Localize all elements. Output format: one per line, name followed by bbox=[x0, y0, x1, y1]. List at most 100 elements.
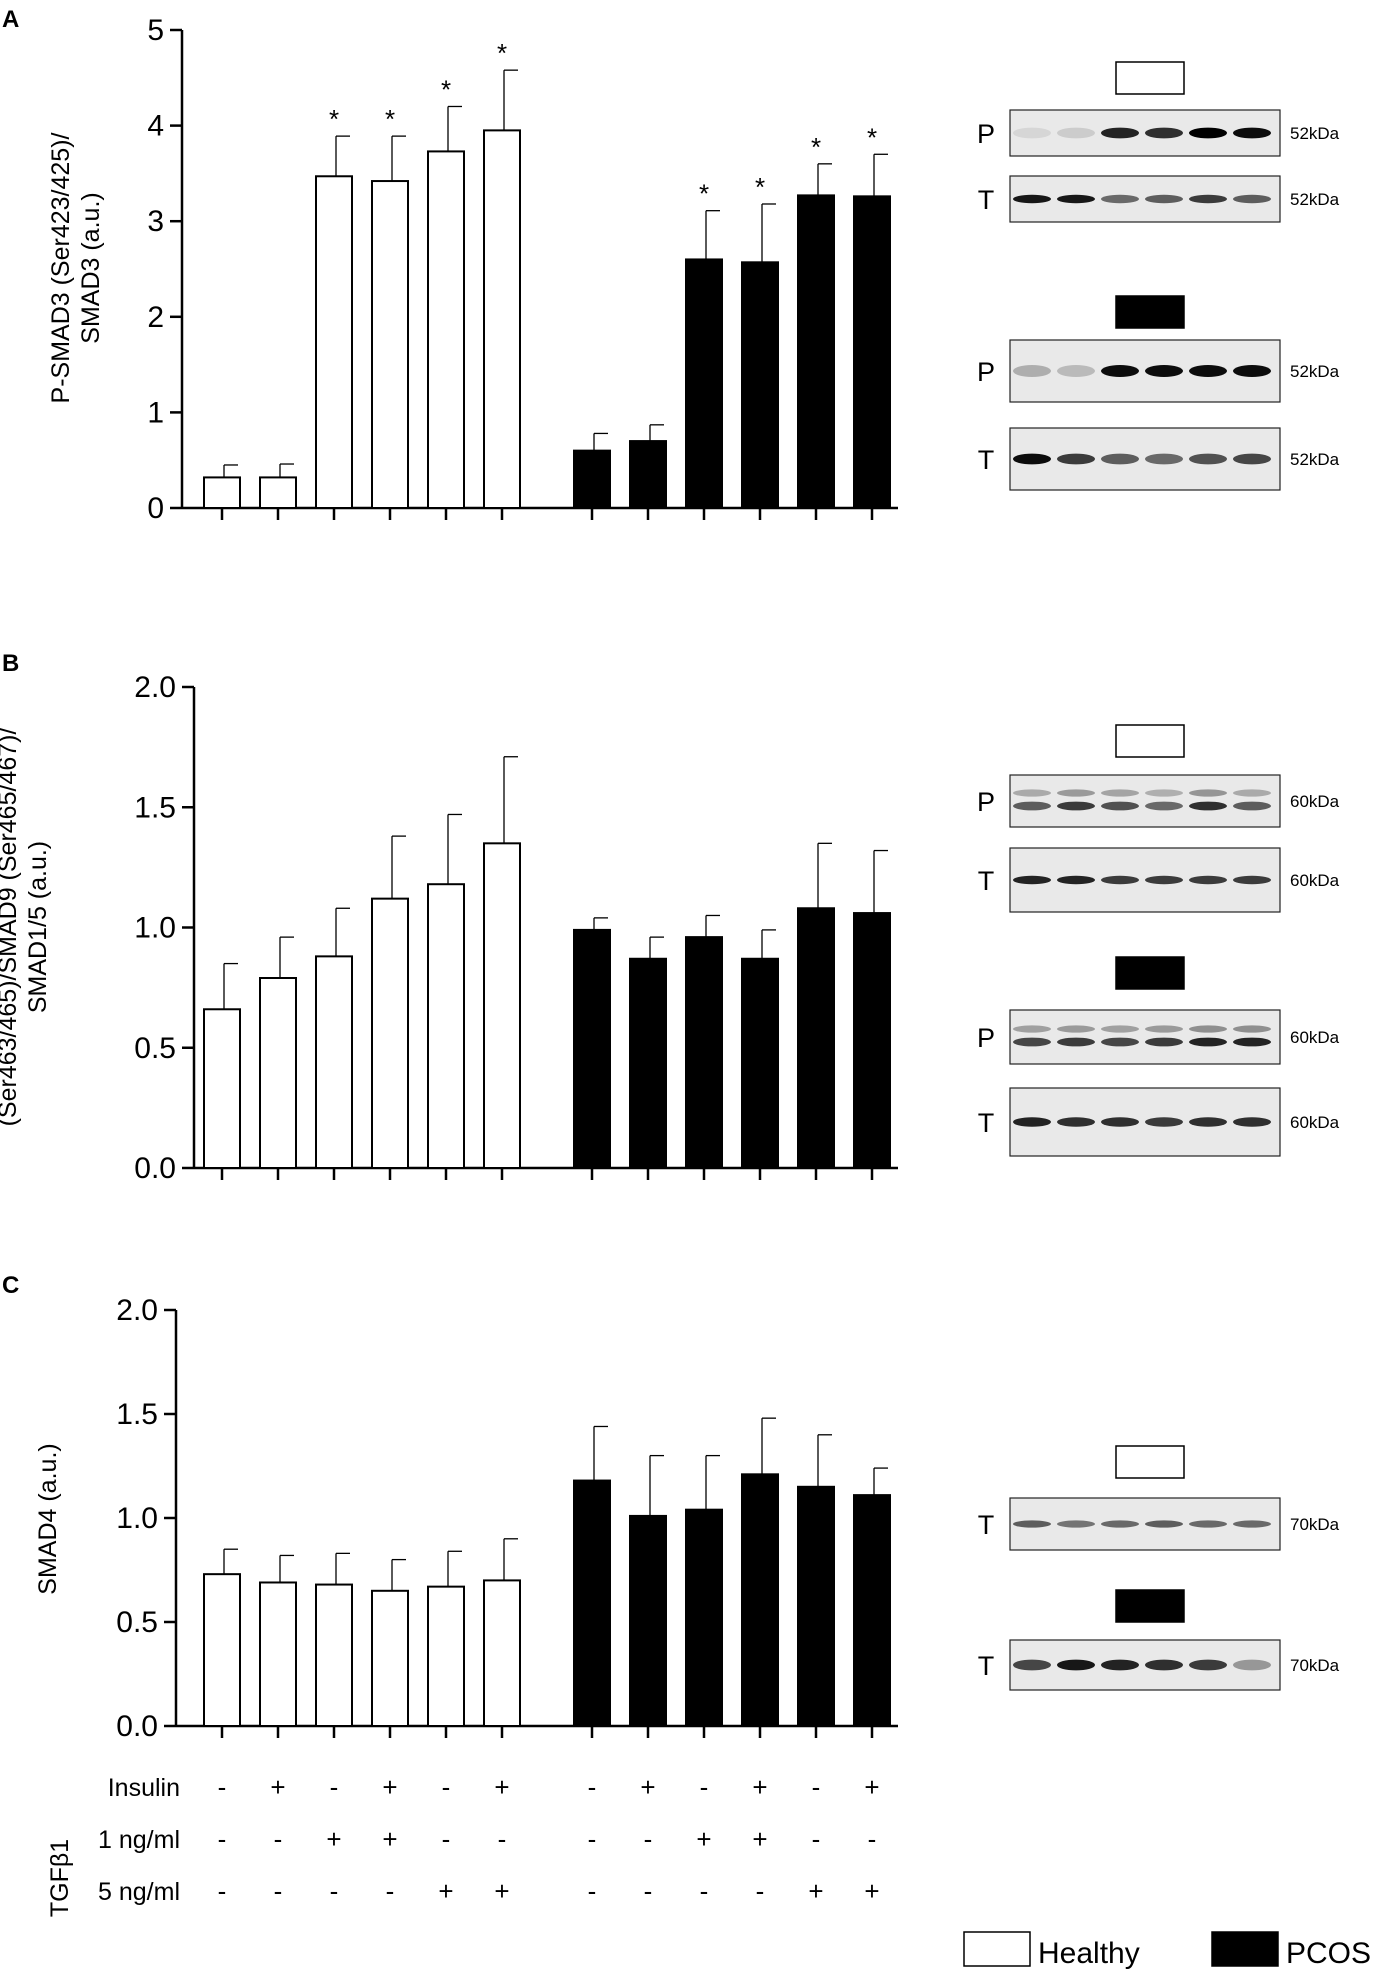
bar bbox=[573, 449, 611, 510]
treatment-sign: + bbox=[752, 1824, 767, 1854]
bar bbox=[573, 1479, 611, 1728]
blot-band bbox=[1101, 1659, 1139, 1671]
blot-band bbox=[1057, 875, 1095, 885]
blot-band bbox=[1057, 194, 1095, 204]
bar bbox=[259, 476, 297, 509]
blot-kda-label: 52kDa bbox=[1290, 362, 1340, 381]
legend: Healthy PCOS bbox=[963, 1931, 1371, 1970]
western-blots: P 52kDa T 52kDa P 52kDa T 52kDa P 60kDa T 60kDa P 60k… bbox=[977, 61, 1340, 1691]
significance-star: * bbox=[699, 179, 709, 209]
y-tick-label: 1.0 bbox=[134, 912, 176, 945]
bar bbox=[427, 150, 465, 510]
blot-header-healthy bbox=[1115, 61, 1185, 95]
treatment-sign: + bbox=[494, 1876, 509, 1906]
blot-kda-label: 52kDa bbox=[1290, 190, 1340, 209]
blot-band bbox=[1013, 453, 1051, 465]
blot-band bbox=[1013, 127, 1051, 139]
bar bbox=[203, 1008, 241, 1170]
treatment-sign: + bbox=[382, 1824, 397, 1854]
bar bbox=[371, 180, 409, 509]
y-tick-label: 1.5 bbox=[116, 1398, 158, 1431]
treatment-sign: - bbox=[812, 1824, 821, 1854]
y-tick-label: 1.0 bbox=[116, 1502, 158, 1535]
blot-band bbox=[1013, 875, 1051, 885]
blot-kda-label: 70kDa bbox=[1290, 1656, 1340, 1675]
blot-band bbox=[1145, 1520, 1183, 1528]
y-tick-label: 0.0 bbox=[116, 1710, 158, 1743]
legend-healthy-swatch bbox=[963, 1931, 1031, 1967]
bar bbox=[853, 195, 891, 509]
blot-row-label: P bbox=[977, 1023, 995, 1053]
blot-band bbox=[1101, 127, 1139, 139]
blot-band bbox=[1189, 1520, 1227, 1528]
blot-header-pcos bbox=[1115, 295, 1185, 329]
blot-band bbox=[1057, 1037, 1095, 1047]
legend-pcos-label: PCOS bbox=[1286, 1937, 1371, 1970]
blot-band bbox=[1101, 1520, 1139, 1528]
blot-band bbox=[1013, 365, 1051, 377]
legend-pcos-swatch bbox=[1211, 1931, 1279, 1967]
bar bbox=[573, 928, 611, 1170]
treatment-sign: + bbox=[326, 1824, 341, 1854]
treatment-sign: + bbox=[864, 1876, 879, 1906]
treatment-sign: - bbox=[498, 1824, 507, 1854]
panel-title-c: C bbox=[2, 1272, 19, 1299]
bar bbox=[483, 842, 521, 1169]
blot-row-label: T bbox=[978, 445, 995, 475]
bar bbox=[483, 1579, 521, 1728]
blot-kda-label: 60kDa bbox=[1290, 1113, 1340, 1132]
blot-row-label: P bbox=[977, 357, 995, 387]
blot-band bbox=[1233, 365, 1271, 377]
treatment-sign: - bbox=[218, 1876, 227, 1906]
bar bbox=[427, 883, 465, 1170]
blot-band bbox=[1189, 875, 1227, 885]
treatment-sign: + bbox=[752, 1772, 767, 1802]
treatment-sign: - bbox=[386, 1876, 395, 1906]
tgf-group-label: TGFβ1 bbox=[46, 1839, 74, 1917]
bar bbox=[371, 897, 409, 1169]
blot-row-label: T bbox=[978, 1108, 995, 1138]
blot-band-upper bbox=[1233, 1025, 1271, 1033]
blot-row-label: P bbox=[977, 787, 995, 817]
bar bbox=[427, 1585, 465, 1728]
blot-band bbox=[1145, 127, 1183, 139]
treatment-table: Insulin 1 ng/ml 5 ng/ml TGFβ1 - + - + - + - + - +… bbox=[46, 1772, 880, 1917]
treatment-sign: - bbox=[442, 1772, 451, 1802]
treatment-sign: - bbox=[274, 1876, 283, 1906]
blot-band bbox=[1189, 1117, 1227, 1127]
blot-band bbox=[1233, 453, 1271, 465]
blot-membrane bbox=[1009, 774, 1281, 828]
bar bbox=[315, 175, 353, 509]
y-axis-label: SMAD3 (a.u.) bbox=[77, 192, 105, 343]
blot-band bbox=[1145, 1659, 1183, 1671]
blot-band bbox=[1233, 194, 1271, 204]
blot-row-label: T bbox=[978, 1651, 995, 1681]
blot-band bbox=[1233, 1520, 1271, 1528]
y-tick-label: 2.0 bbox=[116, 1294, 158, 1327]
blot-band bbox=[1233, 1659, 1271, 1671]
blot-band bbox=[1145, 453, 1183, 465]
blot-band bbox=[1057, 365, 1095, 377]
treatment-sign: - bbox=[330, 1876, 339, 1906]
bar bbox=[797, 907, 835, 1169]
blot-band bbox=[1013, 801, 1051, 811]
blot-band bbox=[1145, 365, 1183, 377]
legend-healthy-label: Healthy bbox=[1038, 1937, 1140, 1970]
blot-band bbox=[1233, 875, 1271, 885]
blot-header-pcos bbox=[1115, 1589, 1185, 1623]
blot-band-upper bbox=[1145, 1025, 1183, 1033]
treatment-sign: + bbox=[808, 1876, 823, 1906]
blot-band-upper bbox=[1145, 789, 1183, 797]
treatment-sign: - bbox=[218, 1772, 227, 1802]
blot-band bbox=[1101, 194, 1139, 204]
bar bbox=[629, 957, 667, 1170]
blot-band bbox=[1145, 1117, 1183, 1127]
treatment-sign: - bbox=[644, 1876, 653, 1906]
treatment-sign: - bbox=[812, 1772, 821, 1802]
y-tick-label: 5 bbox=[147, 14, 164, 47]
blot-band bbox=[1057, 453, 1095, 465]
blot-band bbox=[1145, 1037, 1183, 1047]
blot-band-upper bbox=[1013, 789, 1051, 797]
blot-band bbox=[1013, 1037, 1051, 1047]
